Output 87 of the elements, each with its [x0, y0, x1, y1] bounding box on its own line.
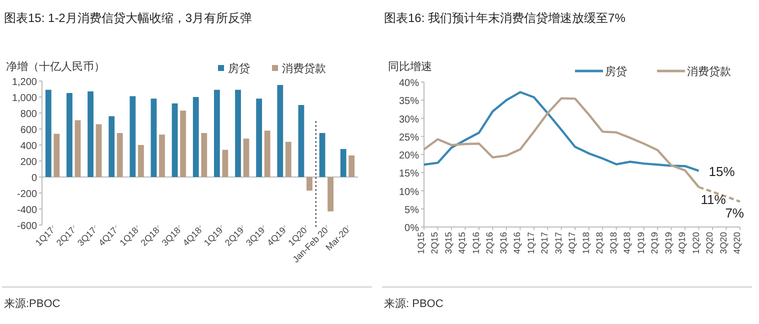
bar — [172, 103, 178, 177]
bar — [108, 116, 115, 177]
y-tick-label: 25% — [398, 132, 420, 144]
bar — [130, 96, 136, 177]
x-tick-label: 3Q16 — [498, 232, 508, 254]
x-tick-label: 4Q20 — [732, 232, 742, 254]
x-tick-label: 2Q17 — [540, 232, 550, 254]
y-tick-label: 200 — [20, 157, 38, 168]
x-tick-label: 3Q15 — [443, 232, 454, 254]
bar — [256, 98, 262, 177]
y-tick-label: 15% — [398, 168, 420, 180]
bar — [45, 90, 52, 177]
x-tick-label: 3Q17 — [553, 232, 564, 254]
bar — [277, 85, 284, 177]
legend-label: 消费贷款 — [687, 65, 731, 78]
bar — [214, 90, 220, 177]
y-tick-label: 20% — [398, 150, 420, 162]
x-tick-label: 1Q16 — [470, 232, 481, 254]
x-tick-label: 3Q20 — [718, 232, 728, 254]
bar — [222, 150, 228, 177]
chart-title: 图表16: 我们预计年末消费信贷增速放缓至7% — [384, 11, 626, 25]
bar — [285, 142, 292, 177]
x-tick-label: 1Q19 — [636, 232, 646, 254]
y-tick-label: 10% — [398, 186, 420, 198]
bar — [243, 138, 250, 177]
source-note: 来源:PBOC — [4, 297, 60, 310]
y-tick-label: 400 — [20, 141, 38, 152]
bar — [235, 90, 241, 177]
y-tick-label: 1,200 — [12, 77, 38, 88]
y-tick-label: 0% — [404, 223, 420, 234]
bar — [66, 93, 72, 177]
bar — [96, 124, 102, 177]
x-tick-label: 1Q17 — [526, 232, 536, 254]
y-axis-title: 同比增速 — [388, 60, 432, 73]
x-tick-label: 1Q18 — [580, 232, 591, 254]
bar — [306, 177, 312, 191]
x-tick-label: 1Q15 — [416, 232, 426, 254]
bar — [180, 110, 186, 177]
chart-title: 图表15: 1-2月消费信贷大幅收缩，3月有所反弹 — [4, 11, 252, 25]
y-tick-label: 40% — [398, 78, 420, 89]
x-tick-label: 4Q18 — [622, 232, 632, 254]
y-tick-label: -400 — [16, 205, 38, 216]
bar — [348, 155, 355, 177]
bar — [340, 149, 346, 177]
bar — [74, 120, 81, 177]
x-tick-label: 2Q15 — [430, 232, 440, 254]
x-tick-label: 2Q19 — [650, 232, 660, 254]
bar — [319, 133, 326, 177]
legend-label: 房贷 — [228, 62, 250, 75]
bar — [54, 134, 60, 177]
y-tick-label: -600 — [16, 221, 38, 232]
annotation: 7% — [725, 206, 744, 221]
bar — [298, 105, 304, 177]
y-tick-label: -200 — [16, 189, 38, 200]
bar — [201, 133, 208, 177]
x-tick-label: 4Q17 — [567, 232, 578, 254]
annotation: 11% — [700, 192, 726, 208]
y-tick-label: 0 — [31, 173, 38, 184]
x-tick-label: 3Q18 — [608, 232, 618, 254]
annotation: 15% — [708, 164, 736, 179]
y-tick-label: 600 — [20, 125, 38, 136]
bar — [159, 134, 165, 177]
x-tick-label: 2Q18 — [594, 232, 605, 254]
x-tick-label: 2Q20 — [704, 232, 715, 254]
legend-label: 房贷 — [605, 65, 627, 78]
x-tick-label: 1Q20 — [690, 232, 701, 254]
x-tick-label: 4Q15 — [457, 232, 468, 254]
x-tick-label: 3Q19 — [663, 232, 674, 254]
y-axis-title: 净增（十亿人民币） — [6, 60, 105, 73]
bar — [328, 177, 334, 212]
x-tick-label: 4Q19 — [677, 232, 688, 254]
bar — [116, 133, 123, 177]
y-tick-label: 30% — [398, 114, 420, 126]
bar — [192, 97, 199, 177]
source-note: 来源: PBOC — [384, 297, 444, 310]
x-tick-label: 4Q16 — [512, 232, 522, 254]
bar — [150, 98, 157, 177]
x-tick-label: 2Q16 — [484, 232, 495, 254]
y-tick-label: 800 — [20, 109, 38, 120]
bar — [138, 145, 144, 177]
y-tick-label: 5% — [404, 204, 420, 216]
bar — [88, 91, 94, 177]
line-series — [422, 91, 700, 172]
legend-label: 消费贷款 — [282, 62, 326, 75]
bar — [264, 130, 270, 177]
y-tick-label: 35% — [398, 96, 420, 108]
y-tick-label: 1,000 — [12, 93, 38, 104]
